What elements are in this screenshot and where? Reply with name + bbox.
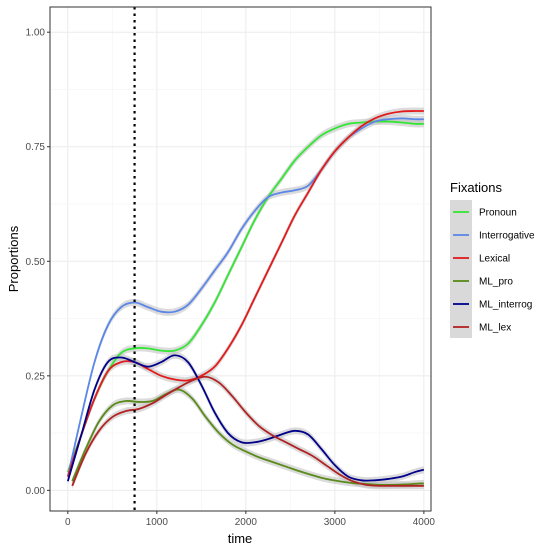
x-tick-label: 0: [65, 517, 71, 528]
legend-item-ml-interrog: ML_interrog: [453, 300, 532, 311]
legend-items: Pronoun Interrogative Lexical ML_pro ML_inte…: [453, 208, 535, 334]
legend-key-background: [450, 200, 472, 338]
legend-label: ML_pro: [479, 277, 513, 288]
y-tick-label: 1.00: [26, 28, 46, 39]
legend-label: ML_lex: [479, 323, 511, 334]
grid-lines: [50, 7, 431, 511]
legend-item-ml-pro: ML_pro: [453, 277, 513, 288]
x-tick-label: 4000: [413, 517, 436, 528]
legend-label: Interrogative: [479, 231, 535, 242]
line-ml-pro: [71, 388, 424, 486]
y-axis-title: Proportions: [6, 225, 21, 292]
x-tick-label: 2000: [235, 517, 258, 528]
x-axis-ticks: 0 1000 2000 3000 4000: [65, 511, 435, 528]
legend-item-lexical: Lexical: [453, 254, 510, 265]
line-ml-lex: [71, 375, 424, 487]
legend-label: Lexical: [479, 254, 510, 265]
x-tick-label: 3000: [324, 517, 347, 528]
legend-item-interrogative: Interrogative: [453, 231, 535, 242]
series-lines: [66, 110, 425, 487]
y-tick-label: 0.25: [26, 371, 46, 382]
legend-label: ML_interrog: [479, 300, 532, 311]
legend-title: Fixations: [450, 180, 503, 195]
line-ml-interrog: [66, 354, 425, 482]
line-interrogative: [66, 117, 424, 477]
x-tick-label: 1000: [146, 517, 169, 528]
panel-border: [49, 6, 432, 512]
legend-item-ml-lex: ML_lex: [453, 323, 511, 334]
plot-panel: [49, 6, 432, 512]
line-lexical: [66, 110, 424, 477]
legend-label: Pronoun: [479, 208, 517, 219]
panel-background: [49, 6, 432, 512]
y-tick-label: 0.50: [26, 257, 46, 268]
y-tick-label: 0.75: [26, 142, 46, 153]
legend-item-pronoun: Pronoun: [453, 208, 517, 219]
x-axis-title: time: [228, 531, 253, 546]
y-tick-label: 0.00: [26, 486, 46, 497]
y-axis-ticks: 0.00 0.25 0.50 0.75 1.00: [26, 28, 50, 497]
legend: Fixations Pronoun Interrogative Lexical ML_…: [450, 180, 535, 338]
